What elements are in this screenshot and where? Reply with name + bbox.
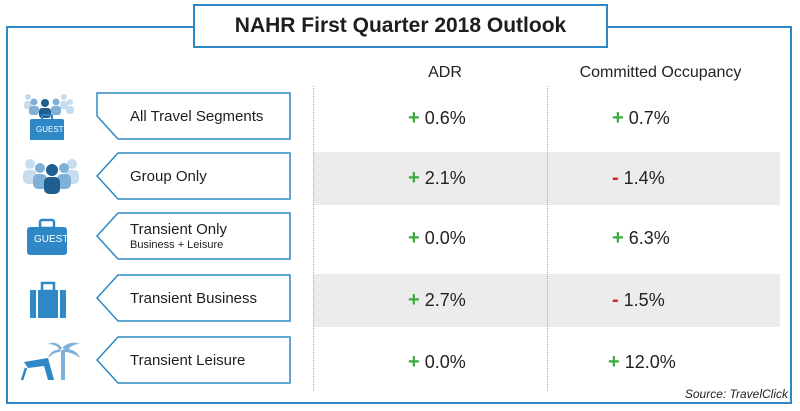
table-row-stripe: [313, 274, 780, 327]
occupancy-value: 12.0%: [624, 351, 676, 372]
segment-sublabel: Business + Leisure: [130, 239, 224, 251]
source-note: Source: TravelClick: [684, 387, 788, 401]
adr-value: 0.0%: [424, 227, 466, 248]
adr-cell: + 2.1%: [408, 148, 466, 208]
adr-cell: + 0.0%: [408, 332, 466, 392]
segment-label: Transient Only: [130, 221, 227, 238]
segment-label-arrow: Transient Business: [96, 274, 292, 322]
occupancy-cell: + 0.7%: [612, 88, 670, 148]
beach-chair-palm-icon: [18, 338, 90, 384]
adr-value: 2.1%: [424, 167, 466, 188]
increase-sign: +: [608, 350, 620, 373]
decrease-sign: -: [612, 166, 619, 189]
briefcase-icon: [18, 276, 90, 322]
table-divider: [547, 86, 548, 391]
segment-label: Transient Leisure: [130, 351, 246, 369]
table-row: Transient Leisure + 0.0% + 12.0%: [0, 332, 800, 392]
increase-sign: +: [408, 288, 420, 311]
occupancy-cell: + 6.3%: [612, 208, 670, 268]
segment-label: Group Only: [130, 167, 207, 185]
guest-badge: GUEST: [36, 125, 64, 134]
guest-badge: GUEST: [34, 234, 69, 245]
segment-label-arrow: All Travel Segments: [96, 92, 292, 140]
table-row: GUEST Transient Only Business + Leisure …: [0, 208, 800, 268]
segment-label: All Travel Segments: [130, 107, 264, 125]
adr-cell: + 0.6%: [408, 88, 466, 148]
increase-sign: +: [408, 166, 420, 189]
adr-column-header: ADR: [428, 64, 462, 81]
increase-sign: +: [612, 226, 624, 249]
increase-sign: +: [408, 350, 420, 373]
adr-cell: + 2.7%: [408, 270, 466, 330]
page-title: NAHR First Quarter 2018 Outlook: [193, 4, 608, 48]
segment-label: Transient Business: [130, 289, 258, 307]
table-row: Transient Business + 2.7% - 1.5%: [0, 270, 800, 330]
segment-label-arrow: Transient Leisure: [96, 336, 292, 384]
table-row: All Travel Segments GUEST + 0.6% + 0.7%: [0, 88, 800, 148]
segment-label-arrow: Group Only: [96, 152, 292, 200]
increase-sign: +: [408, 106, 420, 129]
decrease-sign: -: [612, 288, 619, 311]
adr-value: 0.6%: [424, 107, 466, 128]
people-group-icon: [18, 154, 90, 200]
occupancy-cell: + 12.0%: [608, 332, 676, 392]
adr-value: 0.0%: [424, 351, 466, 372]
group-and-suitcase-icon: [18, 94, 90, 141]
table-row: Group Only + 2.1% - 1.4%: [0, 148, 800, 208]
occupancy-cell: - 1.4%: [612, 148, 665, 208]
adr-value: 2.7%: [424, 289, 466, 310]
occupancy-value: 0.7%: [628, 107, 670, 128]
adr-cell: + 0.0%: [408, 208, 466, 268]
table-row-stripe: [313, 152, 780, 205]
guest-suitcase-icon: [18, 214, 90, 260]
increase-sign: +: [612, 106, 624, 129]
increase-sign: +: [408, 226, 420, 249]
segment-label-arrow: Transient Only Business + Leisure: [96, 212, 292, 260]
occupancy-value: 6.3%: [628, 227, 670, 248]
occupancy-column-header: Committed Occupancy: [579, 64, 742, 81]
occupancy-value: 1.4%: [623, 167, 665, 188]
occupancy-cell: - 1.5%: [612, 270, 665, 330]
table-divider: [313, 86, 314, 391]
occupancy-value: 1.5%: [623, 289, 665, 310]
